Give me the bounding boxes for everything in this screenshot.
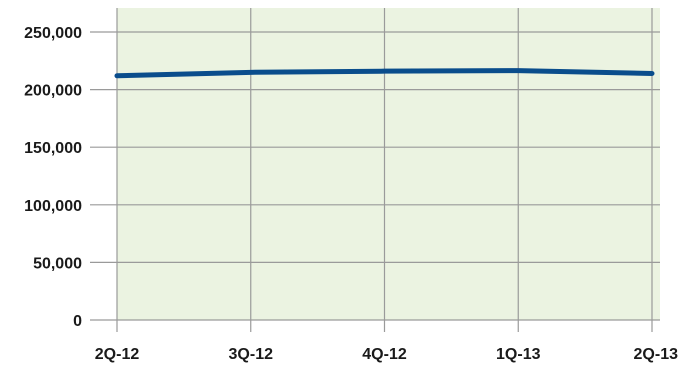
x-tick-label: 4Q-12 [362,346,407,363]
y-tick-label: 100,000 [24,198,82,215]
vertical-gridlines [116,8,653,332]
horizontal-gridlines [90,31,660,321]
y-tick-label: 250,000 [24,25,82,42]
y-tick-label: 150,000 [24,140,82,157]
series-layer [114,68,655,79]
y-tick-label: 50,000 [33,255,82,272]
x-tick-label: 3Q-12 [229,346,274,363]
x-tick-label: 2Q-12 [95,346,140,363]
x-tick-label: 2Q-13 [634,346,679,363]
x-tick-label: 1Q-13 [496,346,541,363]
y-tick-label: 0 [73,313,82,330]
plot-background [117,8,660,320]
y-tick-label: 200,000 [24,83,82,100]
series-line [114,68,655,79]
y-axis-tick-labels: 0 50,000 100,000 150,000 200,000 250,000 [24,25,82,330]
x-axis-tick-labels: 2Q-12 3Q-12 4Q-12 1Q-13 2Q-13 [95,346,678,363]
